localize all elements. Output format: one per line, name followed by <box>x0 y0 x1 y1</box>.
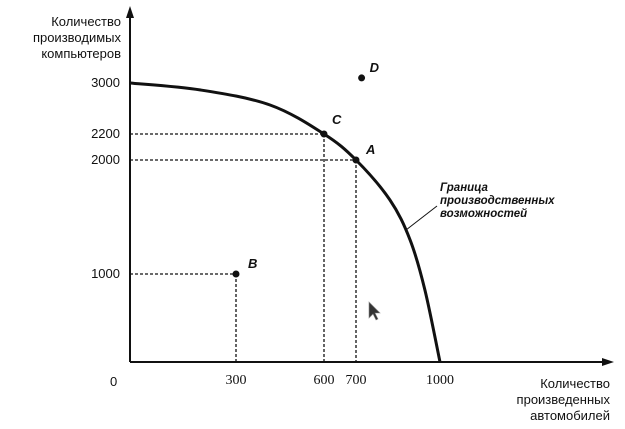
annotation-leader <box>405 205 438 231</box>
arrow-cursor-icon <box>368 301 381 321</box>
y-axis-arrow <box>126 6 134 18</box>
y-tick-label: 1000 <box>91 266 120 281</box>
x-axis-arrow <box>602 358 614 366</box>
point-label-d: D <box>369 59 379 75</box>
point-b <box>232 270 240 278</box>
frontier-curve <box>129 81 442 363</box>
point-a <box>352 156 360 164</box>
frontier-annotation: Граница производственных возможностей <box>440 182 555 220</box>
y-tick-label: 3000 <box>91 75 120 90</box>
y-axis-label: Количество производимых компьютеров <box>32 14 121 61</box>
y-tick-label: 2200 <box>91 126 120 141</box>
point-label-a: A <box>366 142 376 157</box>
origin-label: 0 <box>110 374 118 389</box>
x-axis-label: Количество произведенных автомобилей <box>516 376 610 423</box>
x-tick-label: 700 <box>345 373 367 388</box>
y-tick-label: 2000 <box>91 152 120 167</box>
x-tick-label: 1000 <box>426 373 454 388</box>
point-label-b: B <box>248 256 258 271</box>
point-label-c: C <box>332 112 342 127</box>
x-tick-label: 600 <box>313 373 335 388</box>
point-d <box>358 74 366 82</box>
x-tick-label: 300 <box>225 373 247 388</box>
point-c <box>320 130 328 138</box>
